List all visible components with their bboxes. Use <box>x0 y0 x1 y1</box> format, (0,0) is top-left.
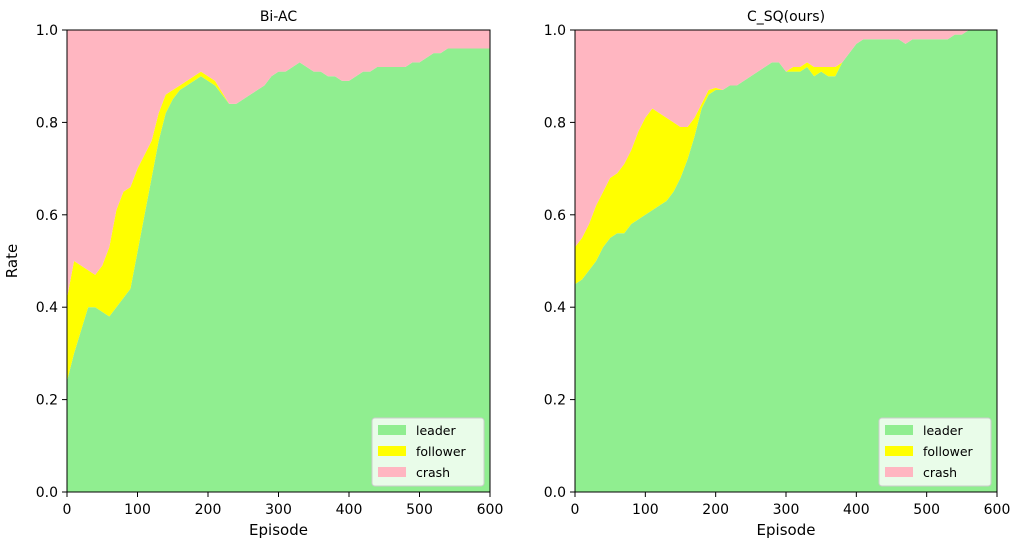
x-axis-label: Episode <box>757 521 816 539</box>
area-leader <box>575 30 997 492</box>
x-tick-label: 500 <box>913 502 940 518</box>
y-tick-label: 0.6 <box>544 208 566 224</box>
x-tick-label: 400 <box>843 502 870 518</box>
chart-title: Bi-AC <box>260 9 298 25</box>
area-follower <box>575 30 997 285</box>
legend-swatch-follower <box>885 446 913 456</box>
legend-label-follower: follower <box>416 444 467 459</box>
legend-swatch-follower <box>378 446 406 456</box>
legend-swatch-crash <box>885 467 913 477</box>
area-crash <box>575 30 997 248</box>
legend-label-follower: follower <box>923 444 974 459</box>
x-tick-label: 500 <box>406 502 433 518</box>
x-axis-label: Episode <box>249 521 308 539</box>
x-tick-label: 0 <box>571 502 580 518</box>
y-tick-label: 0.6 <box>36 208 58 224</box>
area-crash <box>67 30 490 298</box>
legend: leader follower crash <box>371 417 485 487</box>
chart-bi-ac: 0 100 200 300 400 500 600 0.0 0.2 0.4 0.6 0.8 1.0 Bi-… <box>3 9 503 539</box>
x-tick-label: 300 <box>773 502 800 518</box>
x-tick-label: 100 <box>124 502 151 518</box>
chart-title: C_SQ(ours) <box>747 9 825 25</box>
y-tick-label: 0.0 <box>36 485 58 501</box>
x-tick-label: 200 <box>702 502 729 518</box>
y-tick-label: 0.8 <box>544 115 566 131</box>
area-leader <box>67 48 490 492</box>
y-tick-label: 0.8 <box>36 115 58 131</box>
y-axis-label: Rate <box>3 244 21 278</box>
x-tick-label: 300 <box>265 502 292 518</box>
x-tick-label: 100 <box>632 502 659 518</box>
x-tick-label: 0 <box>63 502 72 518</box>
y-tick-label: 0.0 <box>544 485 566 501</box>
y-tick-label: 0.2 <box>544 393 566 409</box>
y-tick-label: 0.4 <box>36 300 58 316</box>
legend-label-crash: crash <box>923 465 957 480</box>
y-tick-label: 0.4 <box>544 300 566 316</box>
legend-swatch-leader <box>378 425 406 435</box>
y-tick-label: 1.0 <box>36 23 58 39</box>
legend-swatch-leader <box>885 425 913 435</box>
y-tick-label: 0.2 <box>36 393 58 409</box>
x-tick-label: 600 <box>984 502 1011 518</box>
legend: leader follower crash <box>878 417 992 487</box>
legend-swatch-crash <box>378 467 406 477</box>
legend-label-leader: leader <box>416 423 456 438</box>
x-tick-label: 600 <box>477 502 504 518</box>
legend-label-leader: leader <box>923 423 963 438</box>
legend-label-crash: crash <box>416 465 450 480</box>
chart-c-sq: 0 100 200 300 400 500 600 0.0 0.2 0.4 0.6 0.8 1.0 C_S… <box>544 9 1011 539</box>
x-tick-label: 200 <box>195 502 222 518</box>
y-tick-label: 1.0 <box>544 23 566 39</box>
x-tick-label: 400 <box>336 502 363 518</box>
